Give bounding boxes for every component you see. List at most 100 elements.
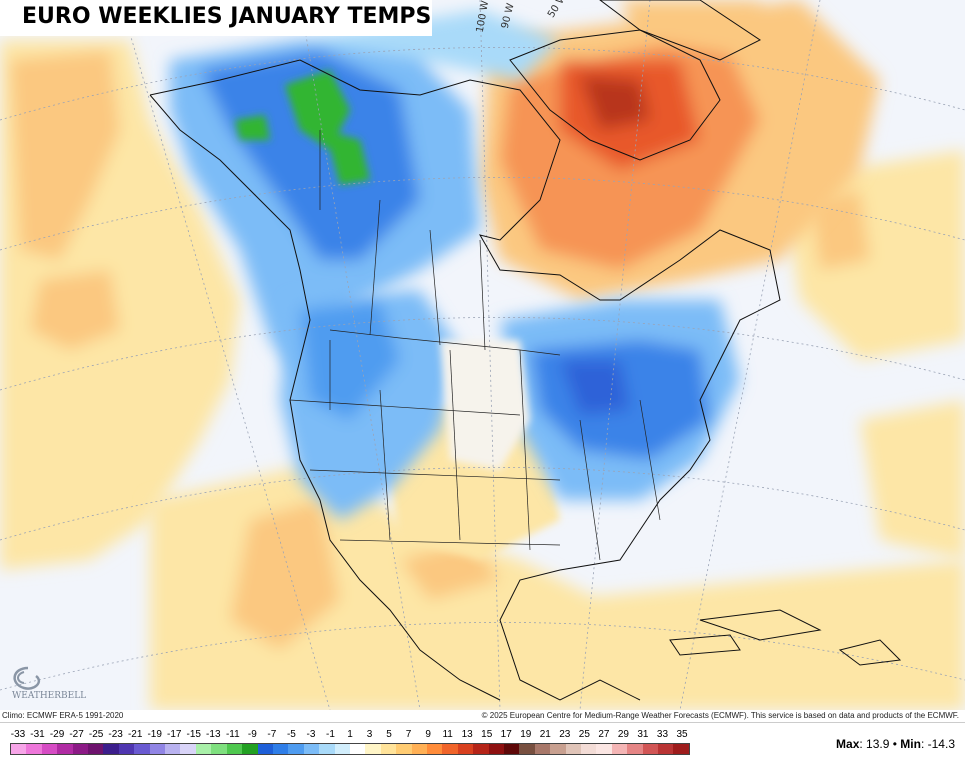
- legend-swatch: [349, 744, 366, 754]
- legend-tick: -7: [267, 729, 277, 740]
- legend-tick: -23: [108, 729, 123, 740]
- legend-tick: 31: [637, 729, 649, 740]
- footer-divider: [0, 722, 965, 723]
- legend-swatch: [519, 744, 535, 754]
- legend-swatch: [473, 744, 489, 754]
- legend-swatch: [57, 744, 73, 754]
- legend-tick: -11: [225, 729, 240, 740]
- graticule: [0, 0, 965, 710]
- min-label: Min: [900, 737, 921, 751]
- legend-swatch: [11, 744, 27, 754]
- legend-swatch: [442, 744, 458, 754]
- legend-swatch: [226, 744, 243, 754]
- map-title: EURO WEEKLIES JANUARY TEMPS: [22, 4, 432, 29]
- legend-tick: -31: [30, 729, 45, 740]
- legend-tick: 13: [461, 729, 473, 740]
- legend-tick: 5: [386, 729, 392, 740]
- legend-swatch: [272, 744, 289, 754]
- legend-tick: 17: [500, 729, 512, 740]
- legend-tick: 25: [578, 729, 590, 740]
- legend-swatch: [504, 744, 520, 754]
- legend-tick: -25: [88, 729, 104, 740]
- legend-swatch: [165, 744, 181, 754]
- legend-tick: 21: [539, 729, 551, 740]
- east-cold-region: [500, 300, 740, 500]
- legend-swatch: [426, 744, 443, 754]
- legend-swatch: [488, 744, 504, 754]
- legend-tick: -3: [306, 729, 316, 740]
- legend-swatch: [72, 744, 89, 754]
- max-min-readout: Max: 13.9 • Min: -14.3: [836, 737, 955, 751]
- legend-swatch: [673, 744, 689, 754]
- legend-swatch: [396, 744, 412, 754]
- legend-tick: 15: [481, 729, 493, 740]
- copyright-note: © 2025 European Centre for Medium-Range …: [481, 711, 959, 720]
- legend-swatch: [288, 744, 304, 754]
- weatherbell-logo: WEATHERBELL: [12, 666, 86, 701]
- legend-swatch: [380, 744, 397, 754]
- legend-tick: -5: [286, 729, 296, 740]
- legend-tick: 33: [656, 729, 669, 740]
- legend-tick: -15: [186, 729, 201, 740]
- max-value: : 13.9: [859, 737, 890, 751]
- legend-tick: -27: [69, 729, 84, 740]
- legend-tick: 29: [617, 729, 629, 740]
- temperature-anomaly-map: [0, 0, 965, 710]
- legend-tick: -33: [10, 729, 26, 740]
- legend-tick: 35: [676, 729, 688, 740]
- legend-swatch: [242, 744, 258, 754]
- legend-tick: 3: [366, 729, 373, 740]
- legend-tick: 9: [425, 729, 431, 740]
- legend-swatch: [596, 744, 612, 754]
- legend-swatch: [103, 744, 119, 754]
- legend-swatch: [211, 744, 227, 754]
- legend-swatch: [534, 744, 551, 754]
- legend-swatch: [41, 744, 58, 754]
- legend-swatch: [581, 744, 597, 754]
- pacific-warm-region: [0, 40, 240, 570]
- legend-tick: -29: [49, 729, 65, 740]
- legend-swatch: [319, 744, 335, 754]
- legend-swatch: [149, 744, 166, 754]
- legend-tick: -19: [147, 729, 162, 740]
- legend-tick: 11: [442, 729, 453, 740]
- legend-tick-labels: -33 -31 -29 -27 -25 -23 -21 -19 -17 -15 -13 -11 -9 -7…: [10, 729, 700, 741]
- legend-tick: 23: [559, 729, 571, 740]
- title-background: EURO WEEKLIES JANUARY TEMPS: [0, 0, 432, 36]
- legend-tick: -9: [247, 729, 257, 740]
- legend-swatch: [642, 744, 659, 754]
- stats-separator: •: [889, 737, 901, 751]
- color-scale-legend: [10, 743, 690, 755]
- legend-tick: 27: [598, 729, 610, 740]
- legend-tick: -21: [127, 729, 143, 740]
- legend-swatch: [303, 744, 320, 754]
- max-label: Max: [836, 737, 860, 751]
- logo-text: WEATHERBELL: [12, 691, 86, 701]
- alaska-green-region: [235, 70, 370, 185]
- atlantic-warm-region: [780, 150, 965, 560]
- plains-neutral-region: [440, 340, 530, 470]
- legend-swatch: [411, 744, 427, 754]
- legend-swatch: [334, 744, 350, 754]
- legend-tick: 19: [520, 729, 532, 740]
- legend-swatch: [118, 744, 135, 754]
- south-warm-region: [150, 460, 965, 710]
- borders: [289, 130, 661, 561]
- legend-swatch: [365, 744, 381, 754]
- arctic-warm-region: [480, 0, 880, 300]
- climo-note: Climo: ECMWF ERA-5 1991-2020: [2, 711, 124, 720]
- legend-swatch: [565, 744, 582, 754]
- legend-swatch: [257, 744, 273, 754]
- legend-tick: -17: [167, 729, 182, 740]
- legend-swatch: [611, 744, 628, 754]
- legend-swatch: [180, 744, 196, 754]
- legend-swatch: [627, 744, 643, 754]
- legend-tick: -1: [326, 729, 335, 740]
- legend-swatch: [88, 744, 104, 754]
- legend-swatch: [658, 744, 674, 754]
- legend-swatch: [195, 744, 212, 754]
- legend-tick: 7: [405, 729, 412, 740]
- legend-tick: 1: [347, 729, 353, 740]
- legend-swatch: [457, 744, 474, 754]
- min-value: : -14.3: [920, 737, 955, 751]
